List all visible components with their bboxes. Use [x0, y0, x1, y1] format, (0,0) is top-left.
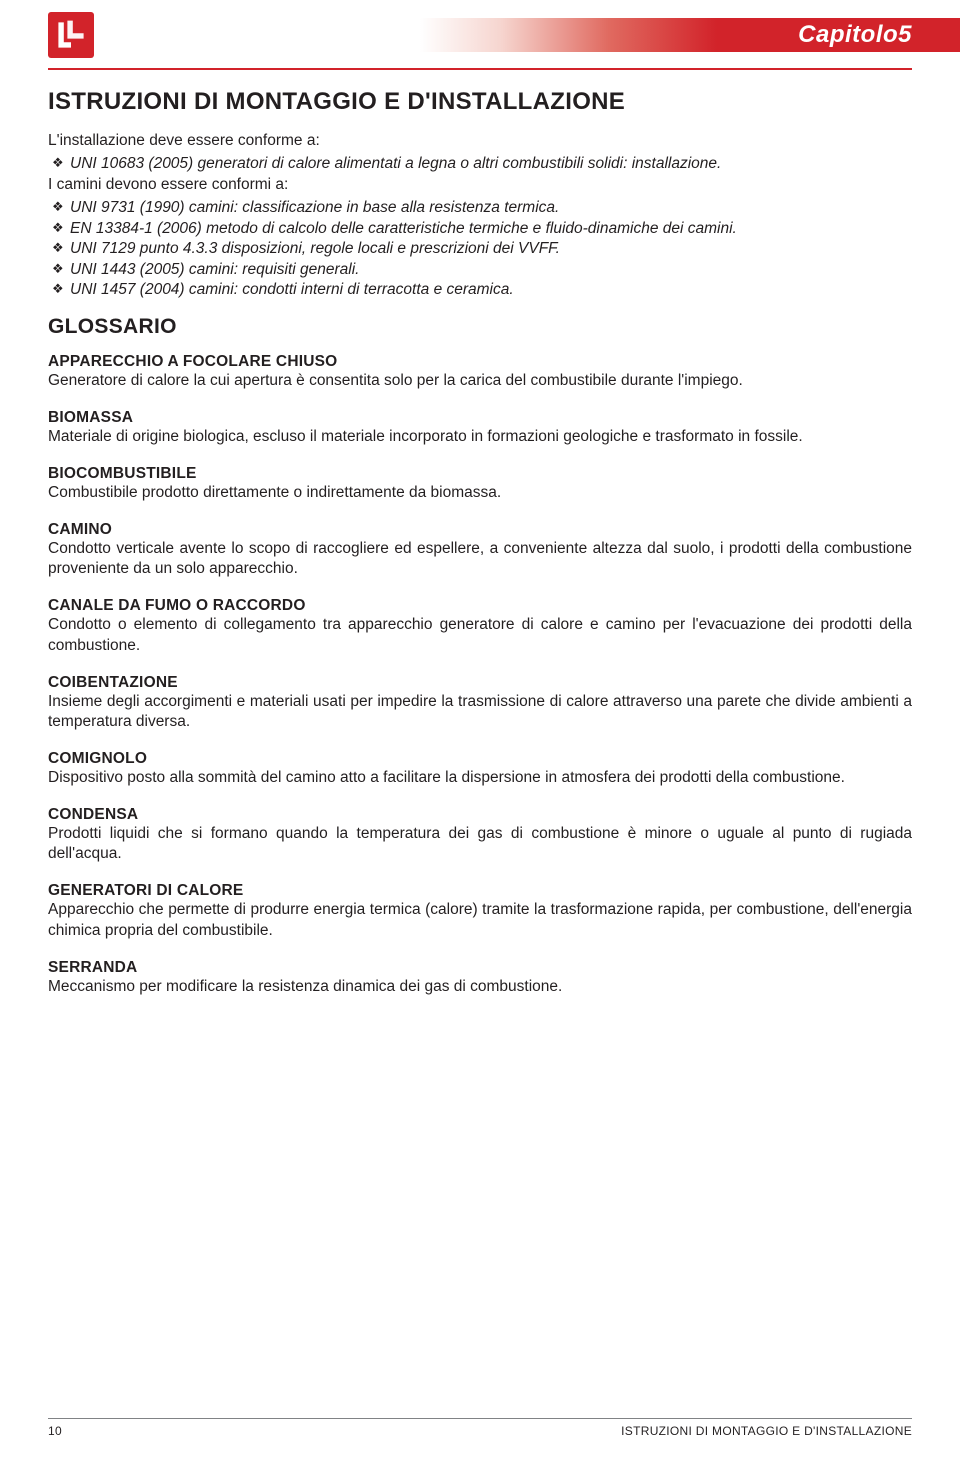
page-header: Capitolo5: [0, 0, 960, 70]
glossary-term: COMIGNOLO: [48, 750, 912, 768]
list-item: UNI 9731 (1990) camini: classificazione …: [48, 198, 912, 218]
glossary-definition: Condotto verticale avente lo scopo di ra…: [48, 539, 912, 579]
list-item: UNI 1443 (2005) camini: requisiti genera…: [48, 260, 912, 280]
glossary-term: BIOCOMBUSTIBILE: [48, 465, 912, 483]
glossary-definition: Combustibile prodotto direttamente o ind…: [48, 483, 912, 503]
page-number: 10: [48, 1424, 62, 1438]
glossary-entry: CAMINO Condotto verticale avente lo scop…: [48, 521, 912, 579]
glossary-definition: Prodotti liquidi che si formano quando l…: [48, 824, 912, 864]
glossary-definition: Meccanismo per modificare la resistenza …: [48, 977, 912, 997]
glossary-definition: Dispositivo posto alla sommità del camin…: [48, 768, 912, 788]
glossary-definition: Insieme degli accorgimenti e materiali u…: [48, 692, 912, 732]
list-item: UNI 7129 punto 4.3.3 disposizioni, regol…: [48, 239, 912, 259]
glossary-entry: GENERATORI DI CALORE Apparecchio che per…: [48, 882, 912, 940]
page: Capitolo5 ISTRUZIONI DI MONTAGGIO E D'IN…: [0, 0, 960, 1460]
page-footer: 10 ISTRUZIONI DI MONTAGGIO E D'INSTALLAZ…: [48, 1418, 912, 1438]
chapter-ribbon: Capitolo5: [420, 18, 960, 52]
glossary-term: CANALE DA FUMO O RACCORDO: [48, 597, 912, 615]
glossary-entry: BIOMASSA Materiale di origine biologica,…: [48, 409, 912, 447]
intro-text-1: L'installazione deve essere conforme a:: [48, 132, 912, 150]
page-title: ISTRUZIONI DI MONTAGGIO E D'INSTALLAZION…: [48, 88, 912, 116]
header-rule: [48, 68, 912, 70]
glossary-definition: Generatore di calore la cui apertura è c…: [48, 371, 912, 391]
glossary-term: CONDENSA: [48, 806, 912, 824]
brand-logo: [48, 12, 94, 58]
list-item: EN 13384-1 (2006) metodo di calcolo dell…: [48, 219, 912, 239]
glossary-heading: GLOSSARIO: [48, 315, 912, 339]
glossary-entry: CONDENSA Prodotti liquidi che si formano…: [48, 806, 912, 864]
glossary-entry: CANALE DA FUMO O RACCORDO Condotto o ele…: [48, 597, 912, 655]
intro-text-2: I camini devono essere conformi a:: [48, 176, 912, 194]
glossary-term: SERRANDA: [48, 959, 912, 977]
glossary-term: GENERATORI DI CALORE: [48, 882, 912, 900]
glossary-entry: COIBENTAZIONE Insieme degli accorgimenti…: [48, 674, 912, 732]
glossary-definition: Condotto o elemento di collegamento tra …: [48, 615, 912, 655]
list-item: UNI 1457 (2004) camini: condotti interni…: [48, 280, 912, 300]
brand-logo-icon: [53, 17, 89, 53]
standards-list-1: UNI 10683 (2005) generatori di calore al…: [48, 154, 912, 174]
glossary-entry: BIOCOMBUSTIBILE Combustibile prodotto di…: [48, 465, 912, 503]
glossary-entry: SERRANDA Meccanismo per modificare la re…: [48, 959, 912, 997]
footer-section: ISTRUZIONI DI MONTAGGIO E D'INSTALLAZION…: [621, 1424, 912, 1438]
glossary-term: COIBENTAZIONE: [48, 674, 912, 692]
glossary-term: APPARECCHIO A FOCOLARE CHIUSO: [48, 353, 912, 371]
chapter-label: Capitolo5: [798, 21, 912, 49]
standards-list-2: UNI 9731 (1990) camini: classificazione …: [48, 198, 912, 300]
list-item: UNI 10683 (2005) generatori di calore al…: [48, 154, 912, 174]
glossary-entry: COMIGNOLO Dispositivo posto alla sommità…: [48, 750, 912, 788]
glossary-definition: Materiale di origine biologica, escluso …: [48, 427, 912, 447]
glossary-definition: Apparecchio che permette di produrre ene…: [48, 900, 912, 940]
glossary-entry: APPARECCHIO A FOCOLARE CHIUSO Generatore…: [48, 353, 912, 391]
glossary-term: CAMINO: [48, 521, 912, 539]
glossary-term: BIOMASSA: [48, 409, 912, 427]
